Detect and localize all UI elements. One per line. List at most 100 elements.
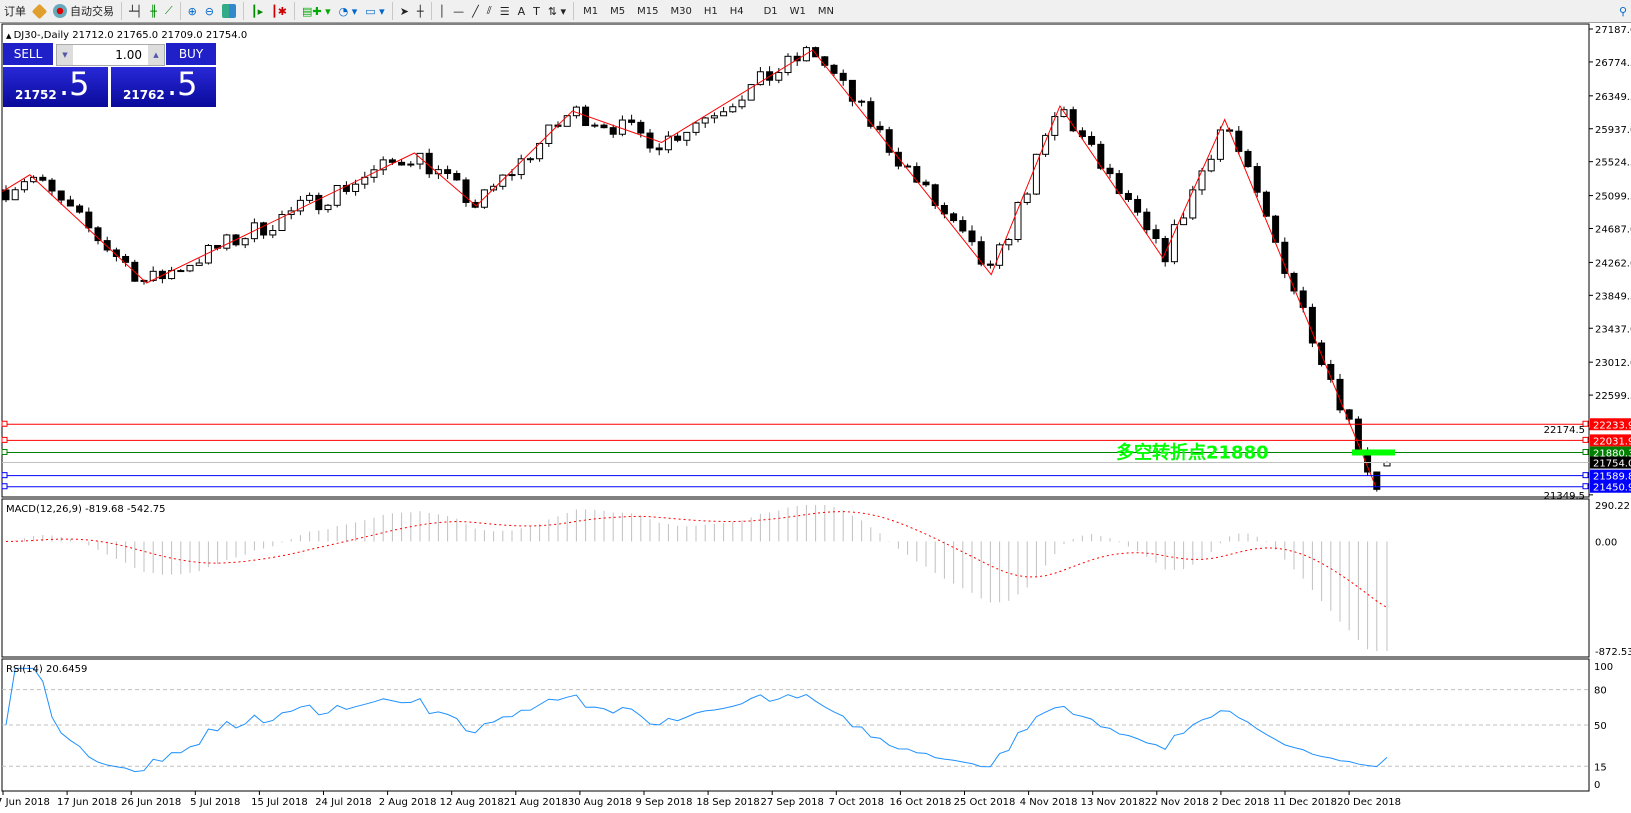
candle [1069,109,1077,132]
candle [1244,150,1252,168]
candle [922,181,930,186]
vertical-line-icon[interactable]: │ [438,4,446,18]
volume-up-button[interactable]: ▲ [148,45,164,65]
line-handle [1,483,8,490]
cursor-icon[interactable]: ➤ [399,4,409,18]
candle [416,152,424,165]
candle [885,129,893,153]
sell-button[interactable]: SELL [3,43,53,65]
periods-icon[interactable]: ◔ ▾ [338,4,358,18]
indicators-icon[interactable]: ▤✚ ▾ [302,4,331,18]
candle [444,169,452,175]
new-order-button[interactable]: 订单 [0,1,30,21]
timeframe-d1[interactable]: D1 [763,5,778,17]
macd-axis-label: 290.22 [1595,501,1630,512]
zigzag-line [2,49,1377,487]
candle [858,100,866,103]
expert-icon[interactable] [30,1,49,21]
date-axis-label: 9 Sep 2018 [635,797,692,808]
text-icon[interactable]: A [517,4,526,18]
candle [683,131,691,141]
date-axis-label: 13 Nov 2018 [1081,797,1145,808]
candle [674,135,682,141]
price-tag [1590,456,1631,469]
line-handle [1,472,8,479]
candle [867,101,875,127]
line-chart-icon[interactable]: ⟋ [164,4,173,17]
timeframe-mn[interactable]: MN [817,5,835,17]
price-tag-label: 21754.0 [1593,459,1631,470]
candle [1106,167,1114,175]
price-axis-label: 23849.5 [1595,291,1631,302]
candle [57,190,65,201]
price-axis-label: 25937.0 [1595,125,1631,136]
candle [1336,378,1344,411]
equidistant-channel-icon[interactable]: ⫽ [486,4,492,17]
candle [913,166,921,183]
candle [609,127,617,135]
candle [379,159,387,171]
trendline-icon[interactable]: ╱ [472,4,479,18]
candle [784,55,792,74]
candle [692,122,700,133]
candlestick-icon[interactable]: ╫ [150,4,157,18]
candle [1262,191,1270,217]
sell-price-button[interactable]: 21752 .5 [3,65,108,107]
chart-shift-icon[interactable]: ┃▸ [251,4,264,18]
zoom-out-icon[interactable]: ⊖ [204,4,215,18]
toolbar: 订单 自动交易 ┴┤ ╫ ⟋ ⊕ ⊖ ┃▸ ┃✱ ▤✚ ▾ ◔ ▾ ▭ ▾ ➤ … [0,0,1631,23]
horizontal-line-icon[interactable]: — [453,4,465,18]
candle [1299,290,1307,308]
candle [1143,211,1151,231]
price-tag [1590,480,1631,493]
templates-icon[interactable]: ▭ ▾ [365,4,385,18]
line-handle [1,420,8,427]
timeframe-h1[interactable]: H1 [703,5,718,17]
candle [1235,130,1243,152]
timeframe-m5[interactable]: M5 [610,5,626,17]
timeframe-h4[interactable]: H4 [729,5,744,17]
buy-button[interactable]: BUY [166,43,216,65]
timeframe-w1[interactable]: W1 [789,5,806,17]
price-tag-label: 21589.8 [1593,472,1631,483]
zoom-in-icon[interactable]: ⊕ [187,4,197,18]
candle [66,199,74,207]
date-axis-label: 4 Nov 2018 [1020,797,1078,808]
candle [324,204,332,211]
candle [112,249,120,257]
crosshair-icon[interactable]: ┼ [416,4,424,18]
search-icon[interactable]: ⚲ [1618,4,1627,18]
autoscroll-icon[interactable]: ┃✱ [271,4,288,18]
candle [968,230,976,243]
volume-input[interactable]: 1.00 [115,48,142,62]
rsi-axis-label: 100 [1594,662,1613,673]
candle [1078,130,1086,138]
candle [1152,229,1160,240]
price-axis-label: 22174.5 [1544,425,1585,436]
buy-price-button[interactable]: 21762 .5 [111,65,216,107]
price-tag [1590,434,1631,447]
candle [1124,192,1132,200]
price-axis-label: 24262.0 [1595,258,1631,269]
fibonacci-icon[interactable]: ☰ [499,4,510,18]
candle [1060,109,1068,118]
candle [388,159,396,163]
date-axis-label: 18 Sep 2018 [696,797,759,808]
candle [296,199,304,212]
candle [756,71,764,86]
candle [775,72,783,81]
volume-down-button[interactable]: ▼ [57,45,73,65]
text-label-icon[interactable]: T [533,4,540,18]
timeframe-m1[interactable]: M1 [583,5,599,17]
timeframe-m30[interactable]: M30 [670,5,692,17]
arrows-icon[interactable]: ⇅ ▾ [547,4,567,18]
candle [526,158,534,161]
tile-windows-icon[interactable] [218,1,240,21]
bar-chart-icon[interactable]: ┴┤ [129,4,143,18]
line-handle [1582,436,1589,443]
price-axis-label: 27187.0 [1595,25,1631,36]
candle [1290,272,1298,292]
autotrading-button[interactable]: 自动交易 [49,1,118,21]
timeframe-m15[interactable]: M15 [637,5,659,17]
